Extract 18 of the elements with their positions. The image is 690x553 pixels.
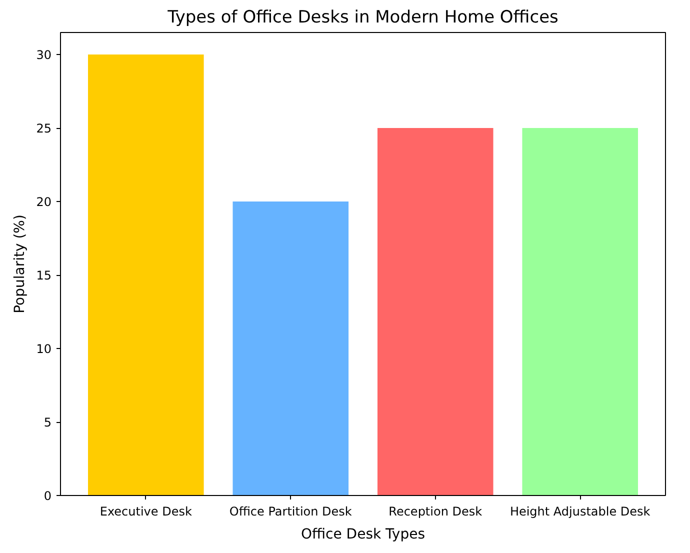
x-tick-label: Height Adjustable Desk [510, 504, 650, 518]
y-tick-label: 0 [44, 489, 52, 503]
x-axis-title: Office Desk Types [300, 526, 426, 542]
y-axis-title: Popularity (%) [12, 214, 28, 314]
bar [232, 202, 349, 496]
y-tick-label: 30 [36, 48, 52, 62]
y-tick-label: 15 [36, 268, 52, 283]
y-tick-label: 25 [36, 122, 52, 136]
x-tick-label: Office Partition Desk [229, 504, 352, 518]
bar [522, 128, 638, 496]
y-tick-label: 20 [36, 195, 52, 210]
x-tick-label: Reception Desk [388, 504, 482, 518]
bar [377, 128, 494, 496]
x-tick-label: Executive Desk [100, 504, 192, 518]
y-tick-label: 5 [44, 416, 52, 430]
y-tick-label: 10 [36, 342, 52, 356]
chart-title: Types of Office Desks in Modern Home Offices [166, 8, 559, 28]
bar [88, 54, 204, 496]
